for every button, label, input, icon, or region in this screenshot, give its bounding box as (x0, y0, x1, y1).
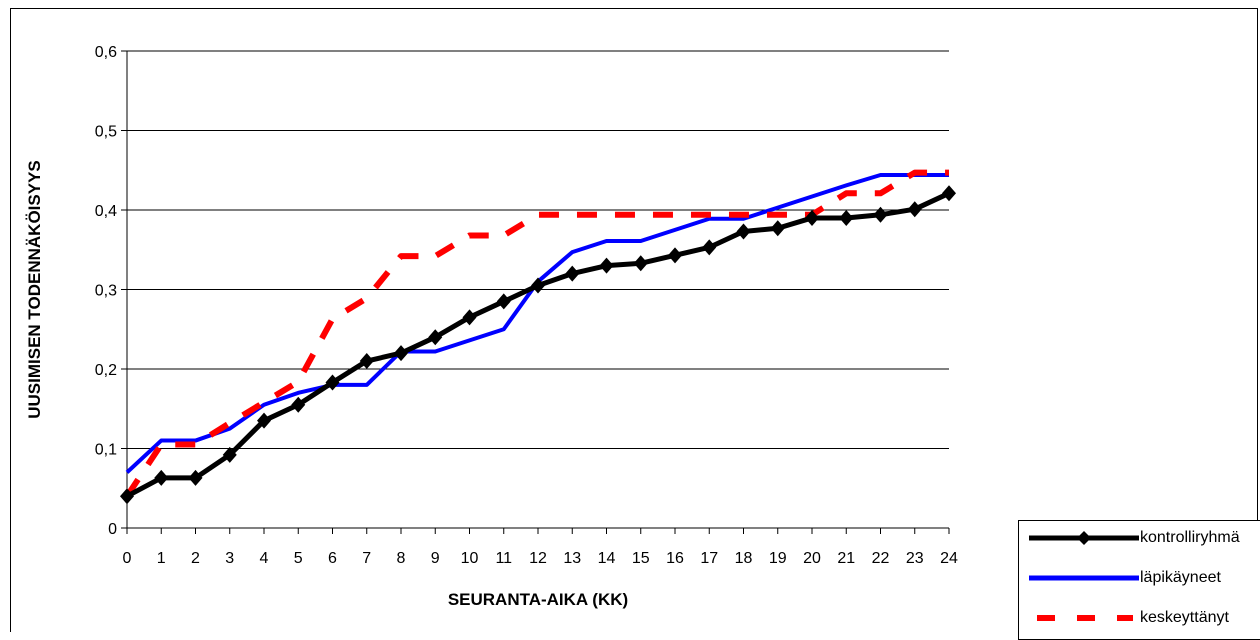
y-tick-label: 0,4 (95, 203, 117, 220)
series-line-0 (125, 191, 951, 499)
y-axis-title: UUSIMISEN TODENNÄKÖISYYS (25, 160, 44, 419)
data-point-kontrolliryhma (565, 265, 580, 282)
x-tick-label: 12 (529, 550, 547, 567)
x-tick-label: 19 (769, 550, 787, 567)
data-point-kontrolliryhma (839, 209, 854, 226)
data-point-kontrolliryhma (496, 293, 511, 310)
x-tick-label: 1 (157, 550, 166, 567)
x-tick-label: 24 (940, 550, 958, 567)
legend-item-keskeyttanyt: keskeyttänyt (1019, 606, 1260, 630)
x-tick-label: 23 (906, 550, 924, 567)
data-point-kontrolliryhma (805, 209, 819, 226)
data-point-kontrolliryhma (942, 185, 956, 202)
x-tick-label: 5 (294, 550, 303, 567)
legend-item-lapikayneet: läpikäyneet (1019, 566, 1260, 590)
x-tick-label: 7 (362, 550, 371, 567)
x-tick-label: 8 (397, 550, 406, 567)
data-point-kontrolliryhma (736, 223, 751, 240)
legend-swatch-lapikayneet (1029, 575, 1139, 581)
data-point-kontrolliryhma (531, 277, 545, 294)
y-tick-label: 0,3 (95, 283, 117, 300)
data-point-kontrolliryhma (257, 412, 271, 429)
legend-label-lapikayneet: läpikäyneet (1140, 569, 1221, 586)
legend-swatch-kontrolliryhma (1029, 531, 1139, 545)
data-point-kontrolliryhma (770, 220, 785, 237)
x-tick-label: 18 (735, 550, 753, 567)
data-point-kontrolliryhma (702, 239, 717, 256)
x-axis-title: SEURANTA-AIKA (KK) (448, 590, 628, 609)
data-point-kontrolliryhma (907, 201, 922, 218)
x-tick-label: 17 (700, 550, 718, 567)
y-tick-label: 0,1 (95, 442, 117, 459)
x-tick-label: 14 (598, 550, 616, 567)
x-tick-label: 9 (431, 550, 440, 567)
data-point-kontrolliryhma (873, 206, 888, 223)
data-point-kontrolliryhma (291, 396, 306, 413)
data-point-kontrolliryhma (222, 446, 237, 463)
data-point-kontrolliryhma (120, 488, 134, 505)
x-tick-label: 20 (803, 550, 821, 567)
x-tick-label: 6 (328, 550, 337, 567)
y-tick-label: 0 (108, 521, 117, 538)
x-tick-label: 15 (632, 550, 650, 567)
data-point-kontrolliryhma (188, 469, 203, 486)
x-tick-label: 16 (666, 550, 684, 567)
data-point-kontrolliryhma (154, 469, 169, 486)
y-tick-label: 0,2 (95, 362, 117, 379)
legend-item-kontrolliryhma: kontrolliryhmä (1019, 526, 1260, 550)
x-tick-label: 4 (260, 550, 269, 567)
x-tick-label: 22 (872, 550, 890, 567)
series-line-2 (124, 169, 949, 498)
data-point-kontrolliryhma (462, 309, 477, 326)
data-point-kontrolliryhma (325, 374, 340, 391)
data-point-kontrolliryhma (599, 257, 614, 274)
legend-swatch-keskeyttanyt (1037, 615, 1133, 621)
x-tick-label: 21 (837, 550, 855, 567)
x-tick-label: 2 (191, 550, 200, 567)
x-tick-label: 11 (495, 550, 512, 567)
data-point-kontrolliryhma (633, 255, 648, 272)
y-tick-label: 0,6 (95, 44, 117, 61)
x-tick-label: 0 (123, 550, 132, 567)
x-tick-label: 10 (461, 550, 479, 567)
data-point-kontrolliryhma (359, 353, 374, 370)
x-tick-label: 3 (225, 550, 234, 567)
legend-label-keskeyttanyt: keskeyttänyt (1140, 609, 1229, 626)
legend-label-kontrolliryhma: kontrolliryhmä (1140, 529, 1240, 546)
data-point-kontrolliryhma (428, 329, 443, 346)
legend: kontrolliryhmä läpikäyneet keskeyttänyt (1018, 520, 1260, 640)
y-tick-label: 0,5 (95, 124, 117, 141)
x-tick-label: 13 (563, 550, 581, 567)
data-point-kontrolliryhma (668, 247, 682, 264)
data-point-kontrolliryhma (394, 345, 408, 362)
